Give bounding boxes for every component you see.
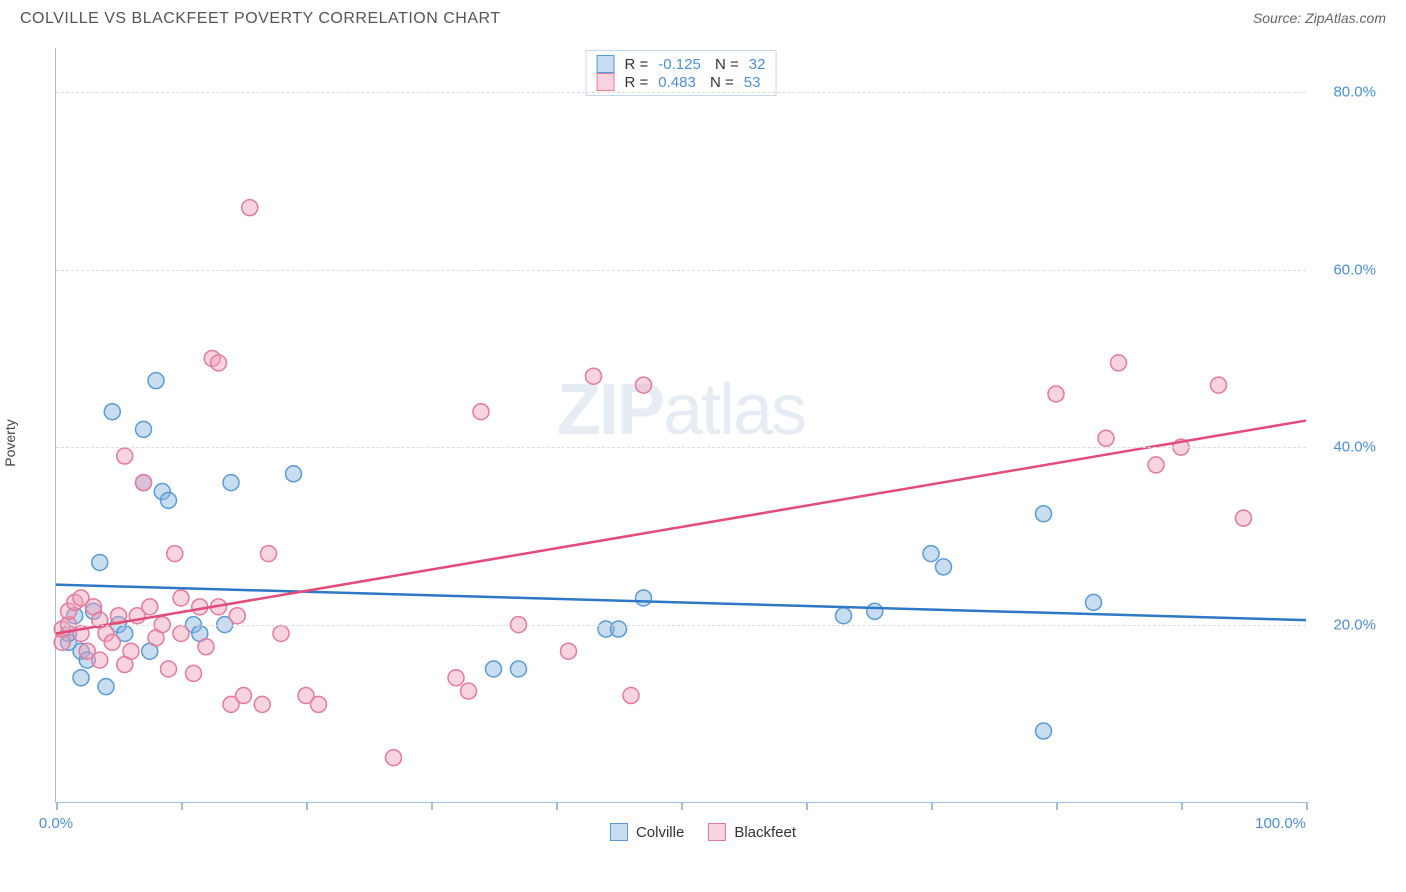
scatter-point — [286, 466, 302, 482]
scatter-point — [236, 688, 252, 704]
scatter-point — [636, 590, 652, 606]
scatter-point — [386, 750, 402, 766]
stats-box: R = -0.125 N = 32 R = 0.483 N = 53 — [586, 50, 777, 96]
scatter-point — [836, 608, 852, 624]
source-label: Source: ZipAtlas.com — [1253, 10, 1386, 26]
scatter-point — [1036, 506, 1052, 522]
chart-title: COLVILLE VS BLACKFEET POVERTY CORRELATIO… — [20, 10, 501, 28]
x-tick — [931, 802, 933, 810]
scatter-point — [117, 448, 133, 464]
stats-row-colville: R = -0.125 N = 32 — [597, 55, 766, 73]
x-tick — [56, 802, 58, 810]
bottom-legend: Colville Blackfeet — [610, 823, 796, 841]
scatter-point — [173, 590, 189, 606]
scatter-point — [136, 421, 152, 437]
y-tick-label: 60.0% — [1333, 261, 1376, 278]
x-tick — [306, 802, 308, 810]
x-tick — [1181, 802, 1183, 810]
scatter-point — [148, 373, 164, 389]
stats-row-blackfeet: R = 0.483 N = 53 — [597, 73, 766, 91]
scatter-point — [73, 670, 89, 686]
y-axis-label: Poverty — [2, 419, 18, 466]
scatter-point — [867, 603, 883, 619]
x-tick — [181, 802, 183, 810]
scatter-point — [161, 492, 177, 508]
gridline — [56, 92, 1306, 93]
x-tick — [556, 802, 558, 810]
header: COLVILLE VS BLACKFEET POVERTY CORRELATIO… — [0, 0, 1406, 33]
swatch-colville — [597, 55, 615, 73]
legend-swatch-blackfeet — [708, 823, 726, 841]
scatter-point — [1148, 457, 1164, 473]
scatter-point — [923, 546, 939, 562]
y-tick-label: 20.0% — [1333, 616, 1376, 633]
scatter-point — [636, 377, 652, 393]
scatter-point — [1036, 723, 1052, 739]
scatter-point — [186, 665, 202, 681]
scatter-point — [223, 475, 239, 491]
scatter-point — [1236, 510, 1252, 526]
scatter-point — [254, 696, 270, 712]
scatter-point — [936, 559, 952, 575]
scatter-point — [161, 661, 177, 677]
scatter-svg — [56, 48, 1306, 802]
gridline — [56, 447, 1306, 448]
scatter-point — [98, 679, 114, 695]
scatter-point — [104, 634, 120, 650]
scatter-point — [211, 355, 227, 371]
scatter-point — [1086, 594, 1102, 610]
scatter-point — [173, 625, 189, 641]
scatter-point — [311, 696, 327, 712]
scatter-point — [511, 661, 527, 677]
scatter-point — [486, 661, 502, 677]
scatter-point — [448, 670, 464, 686]
legend-item-colville: Colville — [610, 823, 684, 841]
y-tick-label: 80.0% — [1333, 84, 1376, 101]
scatter-point — [1211, 377, 1227, 393]
scatter-point — [561, 643, 577, 659]
scatter-point — [167, 546, 183, 562]
scatter-point — [198, 639, 214, 655]
scatter-point — [242, 200, 258, 216]
x-tick-label: 100.0% — [1255, 815, 1306, 832]
scatter-point — [104, 404, 120, 420]
y-tick-label: 40.0% — [1333, 439, 1376, 456]
plot-area: ZIPatlas R = -0.125 N = 32 R = 0.483 N =… — [55, 48, 1306, 803]
scatter-point — [92, 554, 108, 570]
x-tick — [806, 802, 808, 810]
swatch-blackfeet — [597, 73, 615, 91]
scatter-point — [473, 404, 489, 420]
scatter-point — [261, 546, 277, 562]
scatter-point — [586, 368, 602, 384]
scatter-point — [1111, 355, 1127, 371]
gridline — [56, 270, 1306, 271]
x-tick — [1056, 802, 1058, 810]
scatter-point — [92, 652, 108, 668]
scatter-point — [611, 621, 627, 637]
scatter-point — [142, 599, 158, 615]
gridline — [56, 625, 1306, 626]
x-tick — [431, 802, 433, 810]
x-tick-label: 0.0% — [39, 815, 73, 832]
scatter-point — [123, 643, 139, 659]
chart-container: Poverty ZIPatlas R = -0.125 N = 32 R = 0… — [20, 33, 1386, 853]
scatter-point — [623, 688, 639, 704]
x-tick — [1306, 802, 1308, 810]
legend-item-blackfeet: Blackfeet — [708, 823, 796, 841]
x-tick — [681, 802, 683, 810]
scatter-point — [273, 625, 289, 641]
legend-swatch-colville — [610, 823, 628, 841]
scatter-point — [1098, 430, 1114, 446]
scatter-point — [1048, 386, 1064, 402]
scatter-point — [229, 608, 245, 624]
scatter-point — [136, 475, 152, 491]
scatter-point — [461, 683, 477, 699]
